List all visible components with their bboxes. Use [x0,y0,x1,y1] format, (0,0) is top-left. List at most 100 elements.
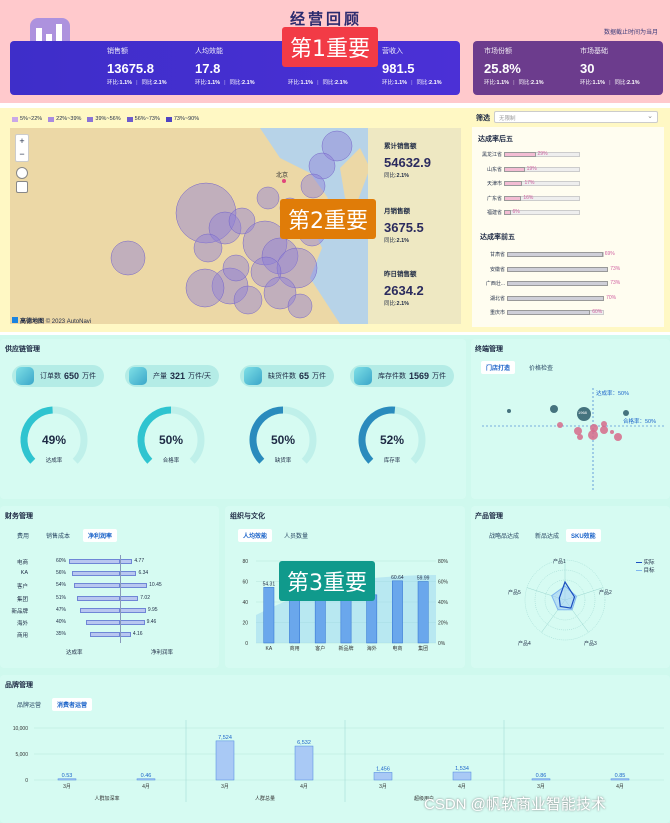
supply-pill-3: 库存件数 1569 万件 [350,365,455,387]
legend-item[interactable]: 22%~39% [48,116,81,122]
fin-pct-1: 56% [55,570,66,577]
tab-store[interactable]: 门店打造 [481,361,516,374]
tab-price[interactable]: 价格检查 [529,366,554,372]
store-bubble[interactable] [550,405,558,413]
tab-strategic[interactable]: 战略品达成 [489,534,520,540]
legend-label: 22%~39% [56,116,82,122]
kpi-mom: 1.1% [394,80,408,86]
bottom5-pct-4: 6% [512,209,520,215]
store-bubble[interactable] [600,426,608,434]
brand-bar-label: 1,534 [455,766,469,772]
org-bar [392,580,403,644]
tab-sales-cost[interactable]: 销售成本 [46,534,71,540]
province-bubble[interactable] [300,173,326,199]
kpi-mom: 1.1% [119,80,133,86]
gauge-value-0: 49% [41,433,67,447]
brand-xtick: 3月 [537,784,545,790]
store-bubble[interactable] [588,430,598,440]
store-bubble[interactable] [557,422,563,428]
bottom5-name-2: 天津市 [486,181,502,187]
kpi-yoy-label: 同比: [141,80,155,86]
top5-bar-0 [507,252,603,257]
terminal-title: 终端管理 [475,346,503,353]
org-ytick: 40 [242,600,248,606]
kpi-sep: | [609,80,611,86]
filter-select[interactable]: 无限制 ⌄ [494,111,658,123]
tab-headcount[interactable]: 人员数量 [284,534,309,540]
tab-consumer-ops[interactable]: 消费者运营 [52,698,93,711]
top5-pct-1: 73% [610,265,621,272]
top5-name-0: 甘肃省 [489,252,505,258]
legend-item[interactable]: 5%~22% [12,116,42,122]
supply-pill-icon [129,367,147,385]
tab-cost[interactable]: 费用 [17,534,30,540]
hand-icon[interactable] [16,181,28,193]
store-bubble[interactable] [590,424,598,432]
legend-actual: 实际 [636,559,655,567]
store-bubble[interactable] [577,407,591,421]
gauge-label-2: 缺货率 [274,458,292,464]
store-bubble[interactable] [614,433,622,441]
kpi-value-3: 981.5 [382,61,415,76]
brand-bar [57,778,77,781]
province-bubble[interactable] [321,130,353,162]
store-bubble[interactable] [507,409,511,413]
province-bubble[interactable] [308,152,336,180]
province-bubble[interactable] [287,293,313,319]
legend-target-swatch [636,570,642,572]
fin-rbar-4 [120,607,146,613]
gauge-fill [249,406,284,464]
tab-efficiency[interactable]: 人均效能 [238,529,273,542]
province-bubble[interactable] [185,268,225,308]
province-bubble[interactable] [233,285,263,315]
province-bubble[interactable] [110,240,146,276]
province-bubble[interactable] [208,211,242,245]
province-bubble[interactable] [263,276,297,310]
store-bubble[interactable] [577,434,583,440]
org-xtick: 商用 [290,645,300,652]
zoom-out-button[interactable]: − [19,149,25,159]
store-bubble[interactable] [601,421,607,427]
province-bubble[interactable] [228,207,256,235]
province-bubble[interactable] [276,247,318,289]
bottom5-pct-0: 29% [537,151,548,157]
fin-name-1: KA [20,570,28,577]
legend-item[interactable]: 56%~73% [126,116,160,122]
legend-item[interactable]: 73%~90% [165,116,199,122]
bottom5-name-4: 福建省 [486,210,502,216]
compass-icon[interactable] [16,167,28,179]
tab-net-margin[interactable]: 净利润率 [83,529,118,542]
zoom-in-button[interactable]: + [19,136,25,146]
kpi-yoy-label: 同比: [322,80,336,86]
store-bubble[interactable] [623,410,629,416]
province-bubble[interactable] [250,256,282,288]
map-stat-sub-0: 同比:2.1% [384,171,409,179]
map-stat-sub-2: 同比:2.1% [384,299,409,307]
province-bubble[interactable] [242,220,288,266]
kpi-mom-label: 环比: [580,80,593,86]
store-bubble[interactable] [574,427,582,435]
legend-item[interactable]: 39%~56% [87,116,121,122]
fin-val-0: 4.77 [134,558,145,564]
province-bubble[interactable] [175,182,237,244]
tab-sku[interactable]: SKU效能 [566,529,601,542]
kpi-sub-1: 环比:1.1% | 同比:2.1% [195,78,255,86]
fin-lbar-3 [76,595,120,601]
top5-bar-4 [507,310,591,315]
org-xtick: 海外 [367,645,377,652]
org-bar [366,594,378,644]
kpi-label-4: 市场份额 [484,48,512,55]
tab-new-product[interactable]: 新品达成 [535,534,560,540]
bottom5-name-0: 黑龙江省 [481,152,502,158]
fin-val-3: 7.02 [140,594,150,601]
org-rtick: 0% [438,641,446,647]
gauge-label-1: 合格率 [162,458,180,464]
province-bubble[interactable] [193,233,223,263]
supply-pill-unit: 万件 [432,373,447,380]
tab-brand-ops[interactable]: 品牌运营 [17,703,42,709]
org-xtick: KA [266,646,273,652]
province-bubble[interactable] [222,254,250,282]
kpi-value-0: 13675.8 [107,61,154,76]
store-bubble[interactable] [610,430,614,434]
province-bubble[interactable] [256,186,280,210]
